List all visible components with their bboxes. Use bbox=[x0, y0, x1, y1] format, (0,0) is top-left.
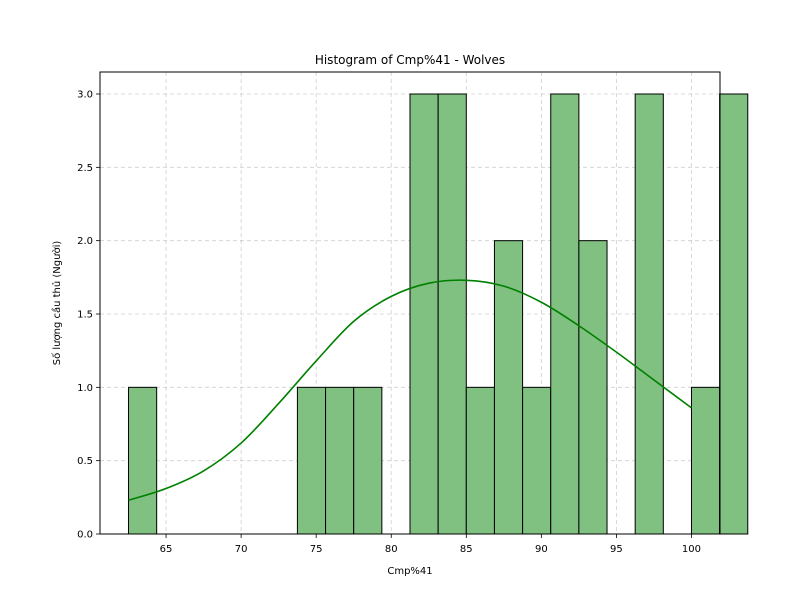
histogram-bar bbox=[493, 240, 524, 535]
kde-line bbox=[128, 279, 692, 502]
y-tick-label: 2.0 bbox=[77, 236, 93, 247]
histogram-bar bbox=[325, 386, 355, 535]
histogram-bar bbox=[550, 93, 580, 535]
histogram-bar bbox=[578, 240, 608, 535]
y-axis-label: Số lượng cầu thủ (Người) bbox=[51, 241, 63, 366]
y-tick-label: 1.0 bbox=[77, 383, 93, 394]
x-tick-label: 85 bbox=[460, 544, 473, 555]
histogram-bars bbox=[128, 93, 749, 535]
histogram-bar bbox=[409, 93, 439, 535]
x-tick-label: 80 bbox=[385, 544, 398, 555]
x-tick-label: 65 bbox=[160, 544, 173, 555]
histogram-bar bbox=[128, 386, 158, 535]
histogram-bar bbox=[690, 386, 721, 535]
x-tick-label: 75 bbox=[310, 544, 323, 555]
axis-ticks: 65 70 75 80 85 90 95 100 0.0 0.5 1.0 1.5 2.0 2.5 3.0 bbox=[77, 90, 701, 556]
y-tick-label: 1.5 bbox=[77, 310, 93, 321]
x-tick-label: 95 bbox=[610, 544, 623, 555]
y-tick-label: 3.0 bbox=[77, 90, 93, 101]
histogram-bar bbox=[634, 93, 664, 535]
x-tick-label: 90 bbox=[535, 544, 548, 555]
histogram-bar bbox=[522, 386, 552, 535]
histogram-bar bbox=[353, 386, 383, 535]
histogram-bar bbox=[437, 93, 467, 535]
histogram-bar bbox=[296, 386, 327, 535]
histogram-bar bbox=[719, 93, 749, 535]
x-tick-label: 100 bbox=[682, 544, 701, 555]
histogram-bar bbox=[465, 386, 495, 535]
y-tick-label: 2.5 bbox=[77, 163, 93, 174]
chart-title: Histogram of Cmp%41 - Wolves bbox=[315, 53, 505, 67]
y-tick-label: 0.5 bbox=[77, 456, 93, 467]
plot-frame bbox=[99, 71, 721, 535]
x-tick-label: 70 bbox=[235, 544, 248, 555]
x-axis-label: Cmp%41 bbox=[387, 566, 432, 577]
y-tick-label: 0.0 bbox=[77, 530, 93, 541]
kde-curve bbox=[128, 279, 692, 502]
